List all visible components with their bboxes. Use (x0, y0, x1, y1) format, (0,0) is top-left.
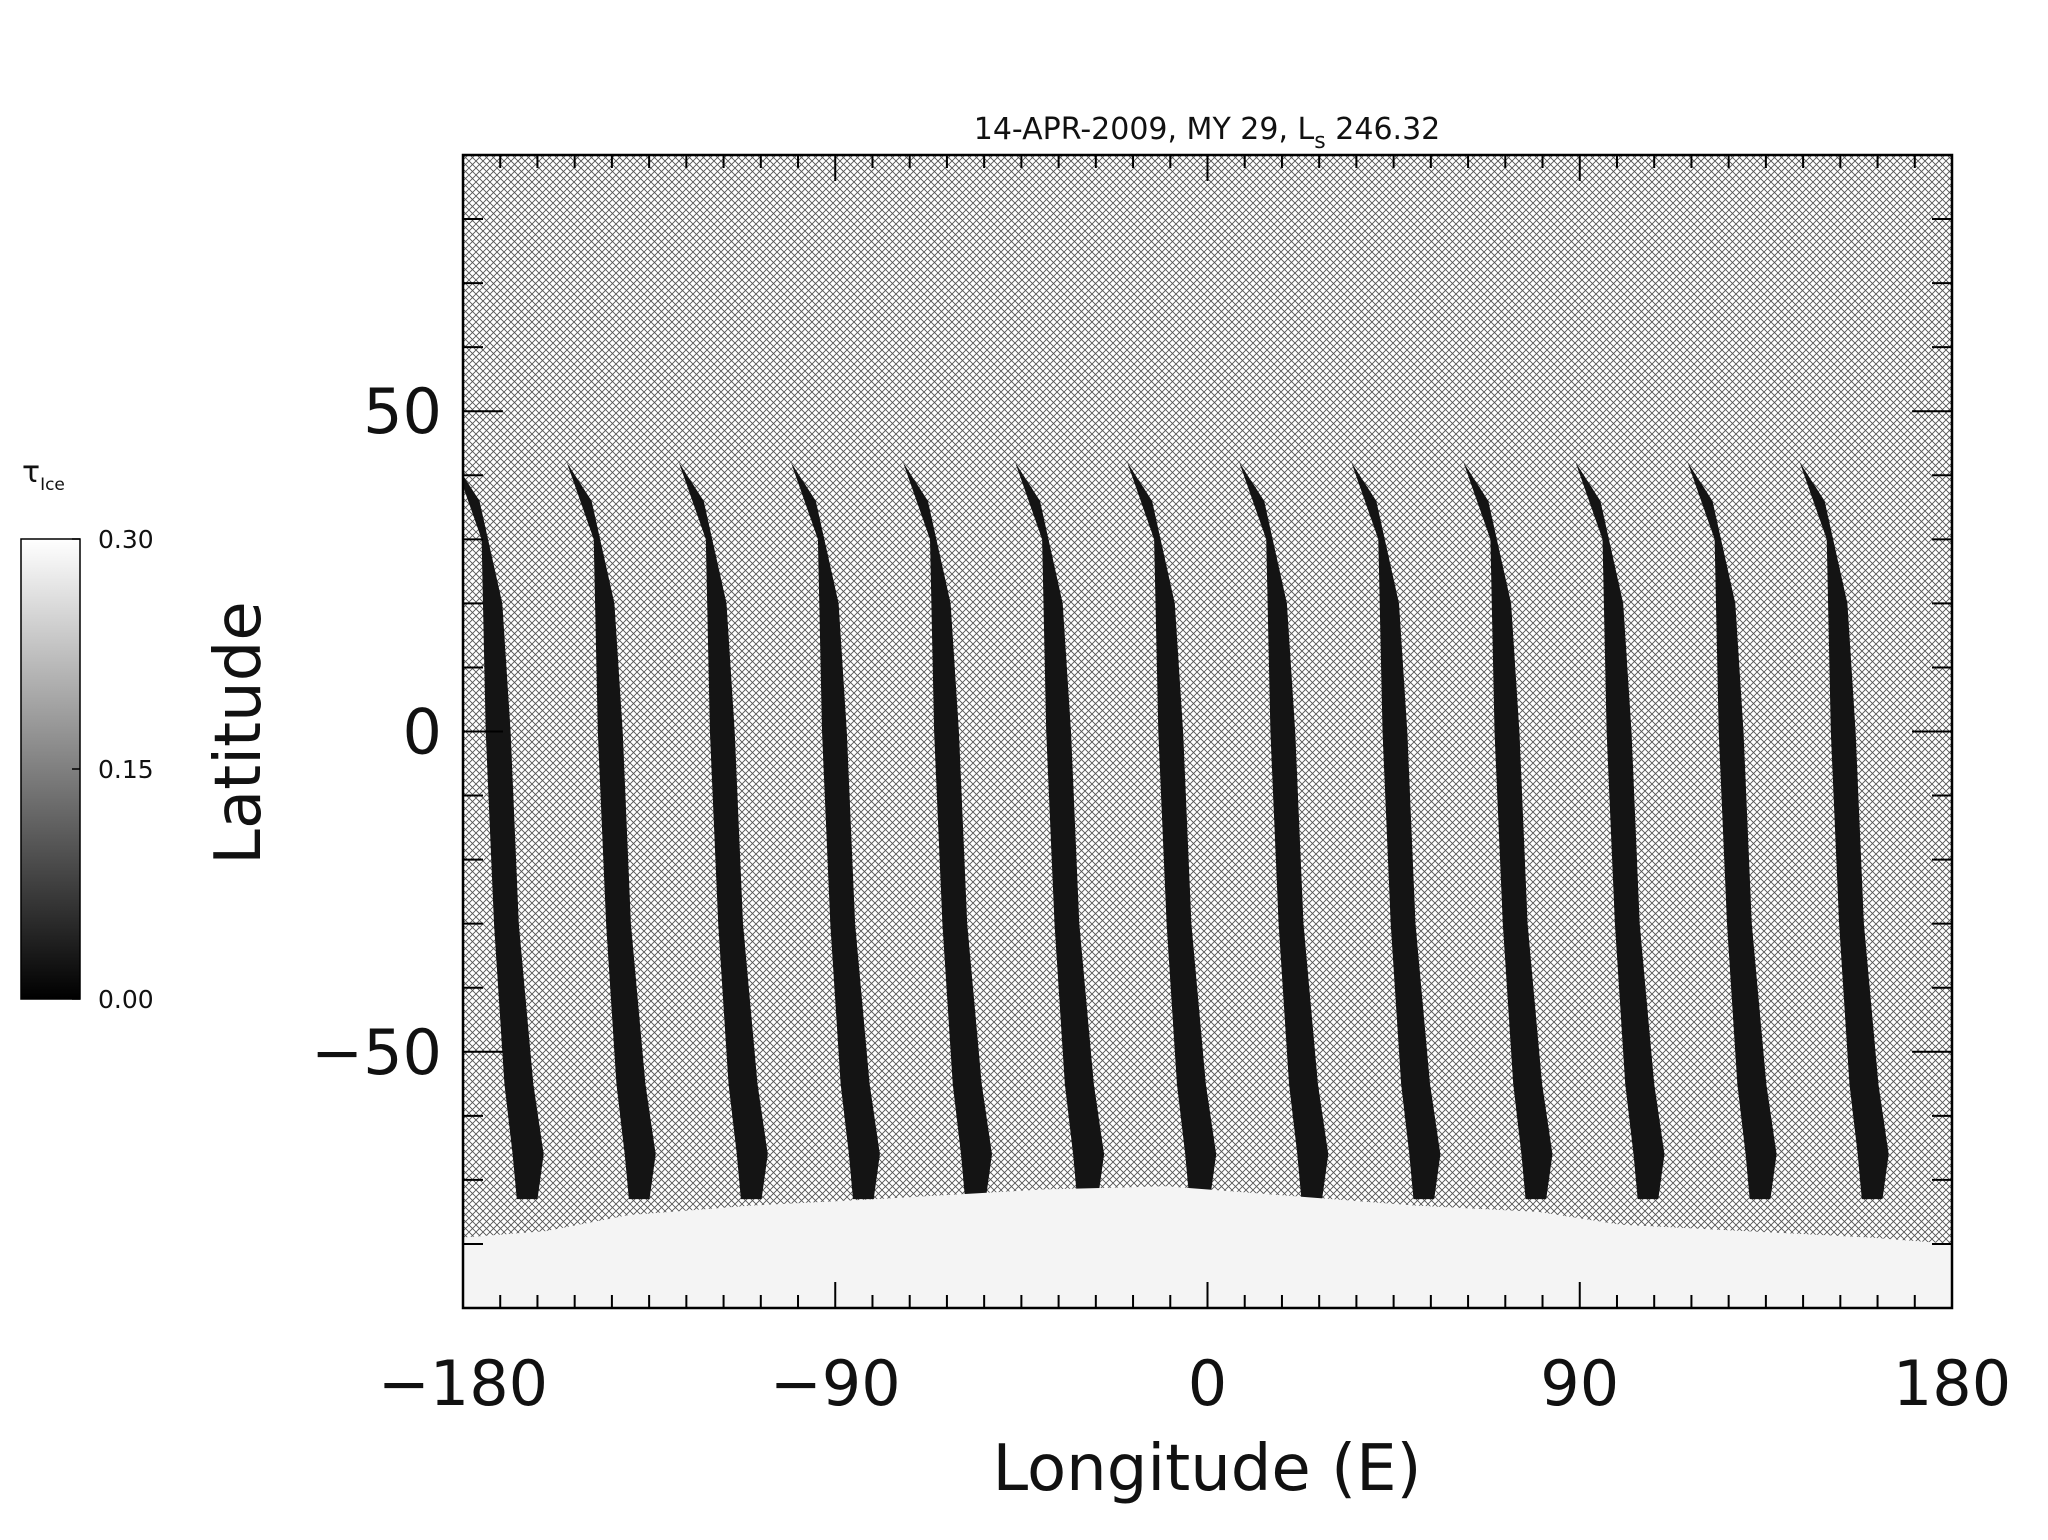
colorbar-tick-label: 0.00 (98, 985, 154, 1014)
x-tick-label: 0 (1188, 1347, 1227, 1420)
x-tick-labels: −180 −90 0 90 180 (378, 1347, 2011, 1420)
data-swath (566, 462, 656, 1200)
data-swath (1127, 462, 1217, 1200)
chart-title: 14-APR-2009, MY 29, Ls 246.32 (974, 112, 1441, 154)
colorbar-title: τIce (22, 455, 65, 495)
y-tick-label: −50 (311, 1016, 442, 1089)
data-swath (903, 462, 992, 1200)
y-tick-label: 50 (363, 375, 442, 448)
swath-group (463, 462, 1889, 1200)
x-tick-label: −180 (378, 1347, 548, 1420)
y-axis-label: Latitude (202, 601, 276, 864)
colorbar-tick-label: 0.30 (98, 525, 154, 554)
south-polar-ice-region (463, 1186, 1952, 1308)
x-tick-label: 90 (1540, 1347, 1619, 1420)
plot-area (463, 155, 1952, 1308)
data-swath (1575, 462, 1665, 1200)
data-swath (1799, 462, 1889, 1200)
data-swath (678, 462, 768, 1200)
x-axis-label: Longitude (E) (992, 1432, 1421, 1506)
axis-ticks (462, 154, 1953, 1309)
data-swath (1351, 462, 1441, 1200)
data-swath (1687, 462, 1777, 1200)
colorbar-tick-label: 0.15 (98, 755, 154, 784)
colorbar-ticks: 0.30 0.15 0.00 (72, 525, 154, 1014)
colorbar-gradient (20, 538, 81, 1000)
x-tick-label: −90 (770, 1347, 901, 1420)
y-tick-labels: 50 0 −50 (311, 375, 442, 1089)
data-swath (791, 462, 880, 1200)
x-tick-label: 180 (1893, 1347, 2011, 1420)
data-swath (1239, 462, 1329, 1200)
data-swath (1463, 462, 1553, 1200)
data-swath (1015, 462, 1105, 1200)
colorbar: τIce 0.30 0.15 0.00 (20, 455, 154, 1014)
y-tick-label: 0 (403, 696, 442, 769)
data-swath (463, 475, 544, 1200)
